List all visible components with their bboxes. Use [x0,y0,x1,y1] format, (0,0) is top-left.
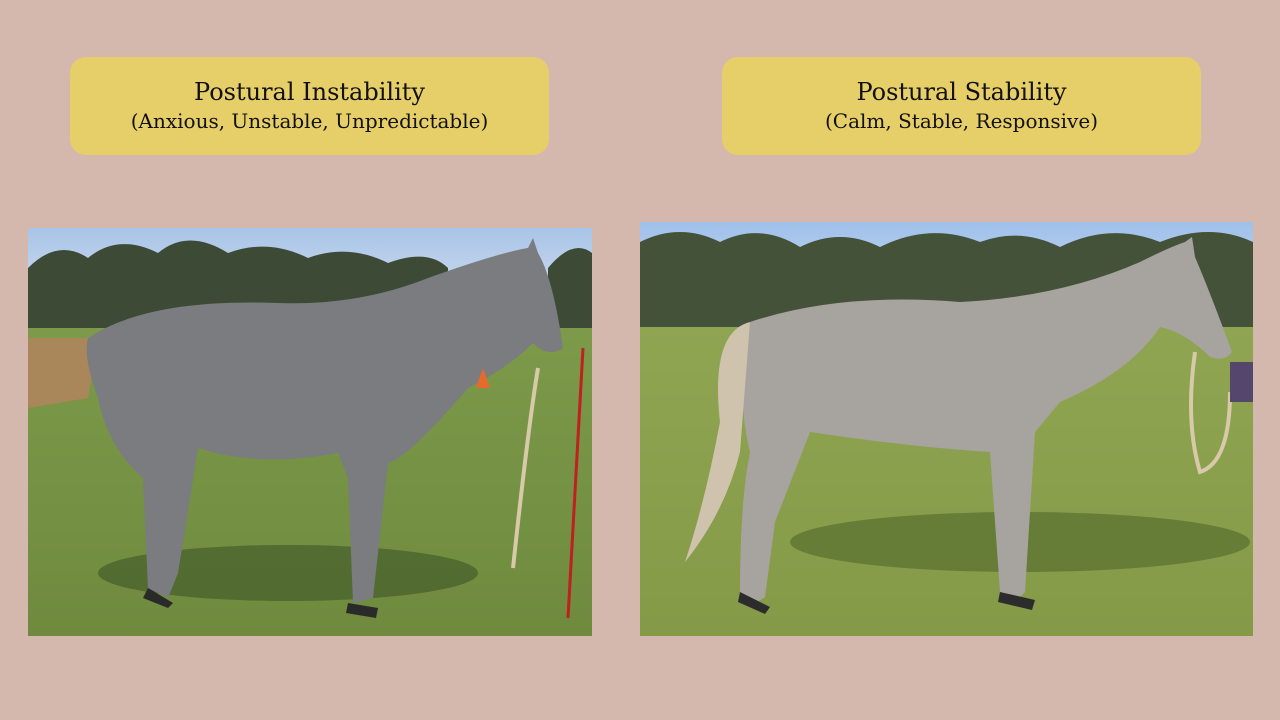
label-subtitle: (Anxious, Unstable, Unpredictable) [130,109,489,133]
label-title: Postural Instability [194,78,425,106]
label-postural-instability: Postural Instability (Anxious, Unstable,… [70,57,549,155]
label-title: Postural Stability [856,78,1067,106]
photo-stable-horse [640,222,1253,636]
label-subtitle: (Calm, Stable, Responsive) [825,109,1098,133]
label-postural-stability: Postural Stability (Calm, Stable, Respon… [722,57,1201,155]
photo-unstable-horse [28,228,592,636]
